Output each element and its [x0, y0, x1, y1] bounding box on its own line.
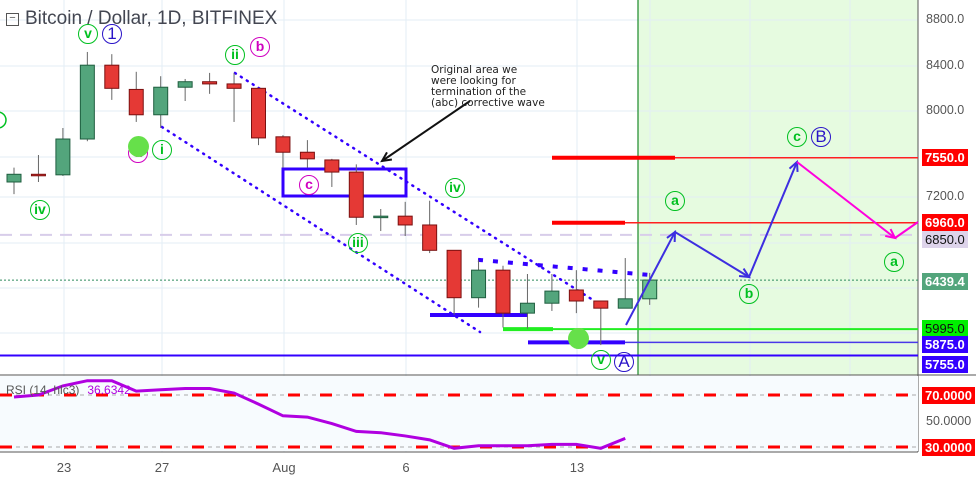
wave-label-partial	[0, 111, 7, 129]
wave-label-v: v	[78, 24, 98, 44]
annotation-arrow-arrowhead	[380, 151, 393, 163]
candle-body	[519, 302, 535, 314]
price-tick: 8000.0	[926, 103, 965, 117]
candle-body	[226, 83, 242, 89]
projection-up-path-arrowhead	[738, 268, 751, 279]
note-line: were looking for	[431, 75, 516, 87]
candle-body	[544, 290, 560, 304]
candle-body	[617, 298, 633, 309]
wave-label-b: b	[739, 284, 759, 304]
wave-label-a: a	[665, 191, 685, 211]
wave-label-ii: ii	[225, 45, 245, 65]
price-tick: 8800.0	[926, 12, 965, 26]
price-label-6850: 6850.0	[922, 231, 968, 248]
rsi-legend: RSI (14, hlc3) 36.6342	[6, 383, 131, 397]
annotation-note: Original area we were looking for termin…	[431, 65, 545, 109]
channel-upper	[233, 71, 595, 302]
candle-body	[104, 64, 120, 89]
candle-body	[324, 159, 340, 173]
candle-body	[299, 151, 315, 160]
wave-label-v: v	[591, 350, 611, 370]
projection-down-continuation	[894, 221, 919, 239]
note-line: termination of the	[431, 86, 527, 98]
candle-body	[55, 138, 71, 176]
x-tick: 27	[154, 460, 170, 475]
x-tick: 6	[402, 460, 410, 475]
candle-body	[397, 215, 413, 226]
rsi-line	[13, 379, 626, 450]
wave-label-iii: iii	[348, 233, 368, 253]
price-label-7550: 7550.0	[922, 149, 968, 166]
note-line: Original area we	[431, 64, 518, 76]
candle-body	[251, 87, 266, 139]
candle-body	[79, 64, 95, 140]
note-line: (abc) corrective wave	[431, 97, 545, 109]
chart-title: − Bitcoin / Dollar, 1D, BITFINEX	[6, 8, 277, 30]
wave-label-c: c	[299, 175, 319, 195]
green-dot-marker	[568, 328, 589, 349]
wave-label-c: c	[787, 127, 807, 147]
projection-zone	[638, 0, 918, 375]
projection-down-path	[796, 161, 896, 239]
price-label-5875: 5875.0	[922, 336, 968, 353]
price-label-5755: 5755.0	[922, 356, 968, 373]
candle-body	[446, 249, 462, 299]
rsi-level-30: 30.0000	[922, 439, 975, 456]
x-tick: 13	[569, 460, 585, 475]
candle-body	[471, 269, 487, 299]
rsi-label: RSI (14, hlc3)	[6, 383, 80, 397]
price-label-last: 6439.4	[922, 273, 968, 290]
dotted-resistance	[477, 257, 653, 278]
rsi-level-70: 70.0000	[922, 387, 975, 404]
wave-label-iv: iv	[30, 200, 50, 220]
candle-body	[593, 300, 609, 309]
x-tick: 23	[56, 460, 72, 475]
target-box	[281, 167, 408, 198]
green-dot-marker	[128, 136, 149, 157]
wave-label-iv: iv	[445, 178, 465, 198]
wave-label-b: b	[250, 37, 270, 57]
wave-label-a: a	[884, 252, 904, 272]
channel-lower	[160, 125, 482, 334]
minus-square-icon[interactable]: −	[6, 12, 19, 26]
candle-body	[568, 289, 584, 302]
projection-up-path	[625, 161, 798, 326]
candle-body	[6, 173, 22, 183]
wave-label-1: 1	[102, 24, 122, 44]
candle-body	[30, 173, 46, 177]
wave-label-i: i	[152, 140, 172, 160]
annotation-arrow	[381, 100, 471, 162]
wave-label-B: B	[811, 127, 831, 147]
price-label-6960: 6960.0	[922, 214, 968, 231]
rsi-pane-bg	[0, 376, 918, 451]
candle-body	[373, 215, 389, 219]
wave-label-A: A	[614, 352, 634, 372]
candle-body	[202, 81, 218, 85]
projection-up-path-arrowhead	[666, 229, 677, 243]
candle-body	[348, 171, 364, 218]
candle-body	[495, 269, 511, 314]
candle-body	[153, 86, 169, 116]
symbol-title: Bitcoin / Dollar, 1D, BITFINEX	[25, 8, 278, 29]
candle-body	[177, 81, 193, 88]
rsi-value: 36.6342	[87, 383, 131, 397]
price-label-5995: 5995.0	[922, 320, 968, 337]
candle-body	[275, 136, 291, 153]
rsi-level-50: 50.0000	[926, 414, 972, 428]
candle-body	[128, 88, 144, 116]
x-tick: Aug	[272, 460, 296, 475]
price-tick: 7200.0	[926, 189, 965, 203]
candle-body	[422, 224, 438, 251]
price-tick: 8400.0	[926, 58, 965, 72]
